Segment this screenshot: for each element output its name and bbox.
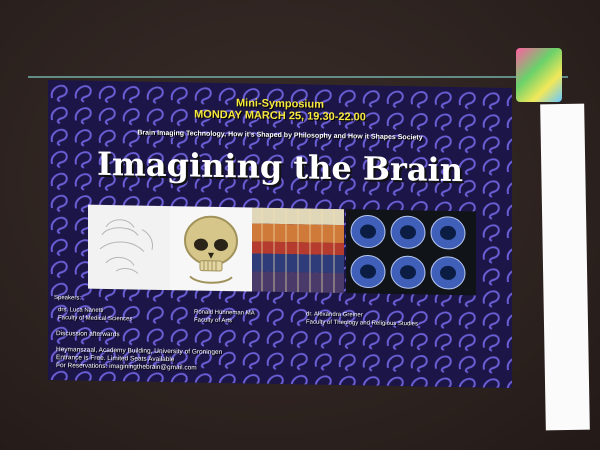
speakers-label: Speakers: [54, 295, 82, 302]
projector-logo-icon [516, 48, 562, 102]
diagram-image [88, 204, 170, 291]
skull-image [170, 206, 252, 292]
slide: Mini-Symposium MONDAY MARCH 25, 19.30-22… [48, 79, 512, 389]
speaker-1-faculty: Faculty of Medical Sciences [58, 315, 133, 323]
screen-edge-line [28, 76, 568, 78]
cortex-layers-image [252, 207, 344, 294]
page-title: Imagining the Brain [97, 144, 463, 190]
mri-scans-image [346, 209, 476, 296]
speaker-2-faculty: Faculty of Arts [194, 317, 233, 325]
discussion-note: Discussion afterwards [56, 330, 120, 339]
white-panel [540, 103, 590, 431]
